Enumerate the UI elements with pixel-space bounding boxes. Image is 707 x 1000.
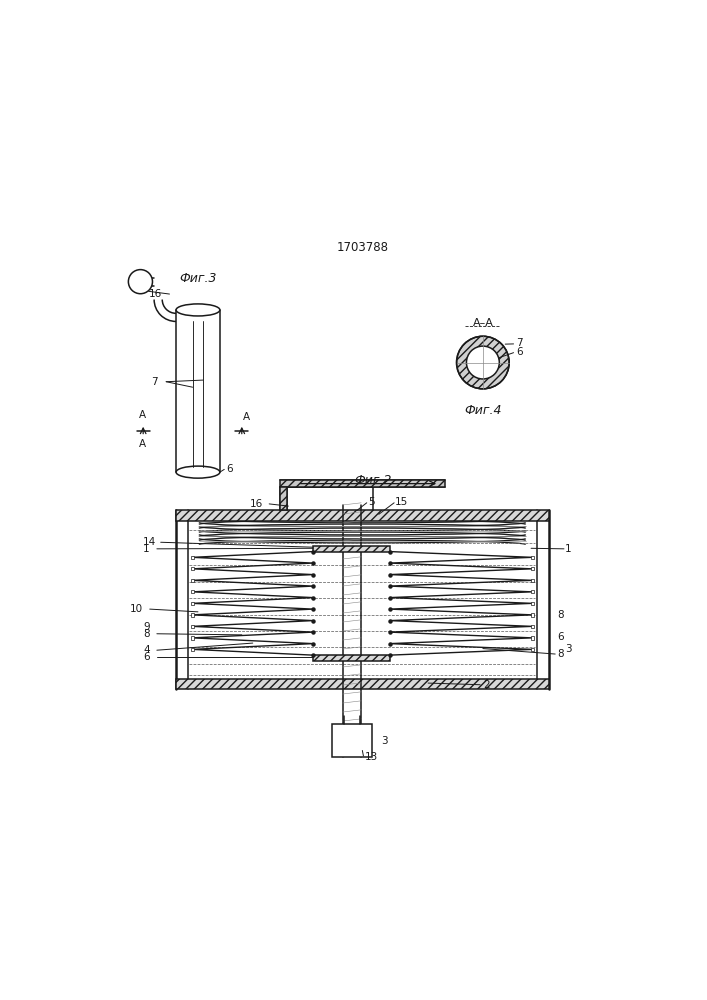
Text: Фиг.4: Фиг.4 — [464, 404, 502, 417]
Ellipse shape — [176, 304, 220, 316]
Text: 9: 9 — [144, 622, 150, 632]
Text: 3: 3 — [565, 644, 572, 654]
Text: 8: 8 — [557, 610, 563, 620]
Text: 8: 8 — [557, 649, 563, 659]
Bar — [191, 648, 194, 651]
Text: 16: 16 — [148, 289, 162, 299]
Bar — [530, 602, 534, 605]
Text: 6: 6 — [226, 464, 233, 474]
Text: 15: 15 — [395, 497, 409, 507]
Bar — [530, 567, 534, 570]
Text: 10: 10 — [129, 604, 143, 614]
Text: 1: 1 — [144, 544, 150, 554]
Bar — [191, 625, 194, 628]
Text: 5: 5 — [368, 497, 375, 507]
Text: 6: 6 — [557, 632, 563, 642]
Bar — [191, 579, 194, 582]
Text: A: A — [139, 410, 146, 420]
Text: 3: 3 — [382, 736, 388, 746]
Bar — [191, 590, 194, 593]
Text: 13: 13 — [365, 752, 378, 762]
Bar — [530, 648, 534, 651]
Text: 14: 14 — [144, 537, 156, 547]
Bar — [280, 487, 287, 510]
Bar — [176, 679, 549, 689]
Text: Фиг.2: Фиг.2 — [354, 474, 392, 487]
Text: Фиг.3: Фиг.3 — [179, 272, 217, 285]
Circle shape — [467, 346, 499, 379]
Text: A: A — [243, 412, 250, 422]
Bar — [191, 602, 194, 605]
Ellipse shape — [176, 466, 220, 478]
Circle shape — [457, 336, 509, 389]
Bar — [530, 625, 534, 628]
Bar — [530, 613, 534, 617]
Bar — [530, 590, 534, 593]
Text: 16: 16 — [250, 499, 263, 509]
Bar — [191, 613, 194, 617]
Text: 6: 6 — [144, 652, 150, 662]
Text: 1: 1 — [565, 544, 572, 554]
Bar — [530, 636, 534, 640]
Text: 7: 7 — [516, 338, 522, 348]
Text: 2: 2 — [483, 680, 489, 690]
Text: A: A — [139, 439, 146, 449]
Circle shape — [129, 270, 153, 294]
Text: 8: 8 — [144, 629, 150, 639]
Text: 7: 7 — [151, 377, 158, 387]
Text: 1703788: 1703788 — [337, 241, 388, 254]
Bar — [530, 579, 534, 582]
Bar — [280, 480, 445, 487]
Text: A–A: A–A — [472, 318, 493, 328]
Bar — [191, 567, 194, 570]
Bar — [191, 636, 194, 640]
Bar — [530, 556, 534, 559]
Text: 6: 6 — [516, 347, 522, 357]
Bar — [332, 724, 372, 757]
Bar — [191, 556, 194, 559]
Bar — [176, 510, 549, 521]
Bar — [313, 655, 390, 661]
Text: 4: 4 — [144, 645, 150, 655]
Bar — [313, 546, 390, 552]
